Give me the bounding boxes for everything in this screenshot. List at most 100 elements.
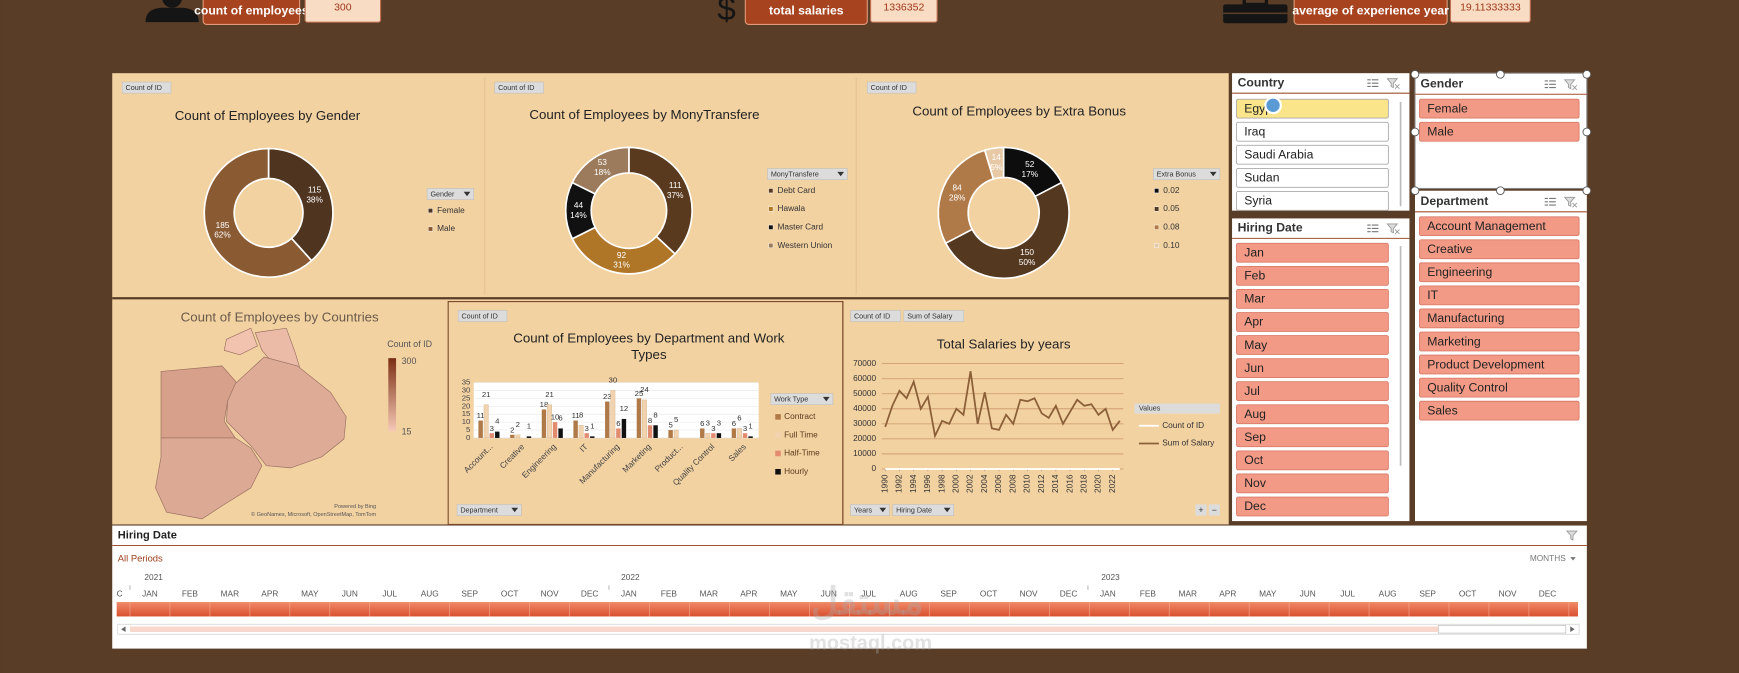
slicer-item[interactable] xyxy=(1418,121,1580,142)
field-button-label: Count of ID xyxy=(854,311,890,320)
slicer-item-label[interactable]: Sudan xyxy=(1244,171,1279,185)
slicer-item[interactable] xyxy=(1236,335,1389,355)
slicer-item-label[interactable]: Saudi Arabia xyxy=(1244,148,1313,162)
slicer-item[interactable] xyxy=(1418,377,1580,398)
map-region xyxy=(155,437,263,520)
slicer-item-label[interactable]: Marketing xyxy=(1427,334,1481,348)
slicer-item-label[interactable]: May xyxy=(1244,338,1268,352)
data-label: 25 xyxy=(635,389,644,398)
slicer-item[interactable] xyxy=(1236,450,1389,471)
watermark: مستقل xyxy=(811,580,924,622)
slicer-item[interactable] xyxy=(1418,262,1580,283)
slicer-item[interactable] xyxy=(1236,473,1389,494)
zoom-button[interactable] xyxy=(1195,504,1207,516)
slicer-item[interactable] xyxy=(1418,98,1580,119)
legend-label: Hawala xyxy=(777,203,805,213)
slicer-item-label[interactable]: Female xyxy=(1427,101,1468,115)
data-label: 21 xyxy=(482,390,491,399)
timeline-month: NOV xyxy=(541,588,559,598)
line xyxy=(884,371,1121,439)
slicer-item-label[interactable]: Product Development xyxy=(1427,357,1545,371)
bar-title-box: Count of Employees by Department and Wor… xyxy=(513,330,784,362)
zoom-button[interactable] xyxy=(1208,504,1220,516)
legend-marker xyxy=(1154,206,1160,212)
timeline-bar[interactable] xyxy=(116,602,1578,617)
slicer-item-label[interactable]: Manufacturing xyxy=(1427,311,1504,325)
scroll-thumb[interactable] xyxy=(1437,624,1567,634)
slicer-item-label[interactable]: Feb xyxy=(1244,269,1265,283)
slicer-item-label[interactable]: Jul xyxy=(1244,384,1260,398)
slicer-item-label[interactable]: Sep xyxy=(1244,430,1266,444)
slicer-item[interactable] xyxy=(1418,216,1580,237)
slicer-item-label[interactable]: Dec xyxy=(1244,499,1266,513)
slicer-item-label[interactable]: Jan xyxy=(1244,246,1264,260)
data-label: 44 xyxy=(574,200,584,210)
selection-handle xyxy=(1496,69,1505,79)
slicer-item-label[interactable]: Nov xyxy=(1244,476,1267,490)
field-button-label: Years xyxy=(854,505,873,514)
slicer-item-label[interactable]: Aug xyxy=(1244,407,1266,421)
slicer-item-label[interactable]: Male xyxy=(1427,124,1454,138)
slicer-item[interactable] xyxy=(1418,400,1580,421)
slicer-item[interactable] xyxy=(1236,242,1389,263)
y-tick-label: 25 xyxy=(462,393,471,402)
x-tick-label: 2004 xyxy=(979,474,989,493)
slicer-item-label[interactable]: Iraq xyxy=(1244,124,1265,138)
slicer-item[interactable] xyxy=(1236,191,1389,211)
slicer-item[interactable] xyxy=(1236,496,1389,517)
data-label: 1 xyxy=(527,421,531,430)
slicer-item-label[interactable]: Jun xyxy=(1244,361,1264,375)
x-tick-label: 2014 xyxy=(1050,474,1060,493)
slicer-item[interactable] xyxy=(1236,404,1389,425)
slicer-item[interactable] xyxy=(1236,167,1389,188)
timeline-month: JUN xyxy=(342,588,358,598)
chart-title: Count of Employees by Gender xyxy=(175,108,361,123)
data-label: 8 xyxy=(648,416,652,425)
slicer-item[interactable] xyxy=(1236,289,1389,309)
slicer-item[interactable] xyxy=(1418,285,1580,306)
donut-slice xyxy=(571,146,630,196)
slicer-item[interactable] xyxy=(1236,427,1389,448)
slicer-item-label[interactable]: Oct xyxy=(1244,453,1264,467)
kpi-icon xyxy=(145,0,199,23)
x-tick-label: 2018 xyxy=(1078,474,1088,493)
y-tick-label: 50000 xyxy=(853,388,876,398)
slicer-item[interactable] xyxy=(1236,144,1389,165)
slicer-item[interactable] xyxy=(1418,354,1580,375)
slicer-item-label[interactable]: Engineering xyxy=(1427,265,1492,279)
map-attribution: © GeoNames, Microsoft, OpenStreetMap, To… xyxy=(251,511,376,518)
slicer-item-label[interactable]: Mar xyxy=(1244,292,1265,306)
kpi-value-box xyxy=(870,0,938,23)
slicer-item[interactable] xyxy=(1236,265,1389,286)
x-tick-label: 2000 xyxy=(951,474,961,493)
timeline-month: AUG xyxy=(421,588,439,598)
slicer-item-label[interactable]: Creative xyxy=(1427,242,1473,256)
bar xyxy=(716,433,722,438)
dropdown-arrow xyxy=(837,171,844,177)
field-button xyxy=(767,168,848,180)
data-label: 30 xyxy=(609,376,618,385)
slicer-item[interactable] xyxy=(1418,308,1580,329)
legend-label: 0.08 xyxy=(1163,221,1180,231)
x-tick-label: 2020 xyxy=(1093,474,1103,493)
slicer-item-label[interactable]: Syria xyxy=(1244,194,1272,208)
slicer-item[interactable] xyxy=(1236,381,1389,402)
bar xyxy=(700,428,705,438)
slicer-item-label[interactable]: Sales xyxy=(1427,403,1458,417)
slicer-item[interactable] xyxy=(1236,121,1389,142)
slicer-item[interactable] xyxy=(1418,239,1580,260)
legend-marker xyxy=(768,224,774,230)
data-label: 28% xyxy=(949,193,966,203)
timeline-period: All Periods xyxy=(118,552,163,563)
dropdown-arrow xyxy=(879,507,887,513)
slicer-item[interactable] xyxy=(1236,358,1389,378)
data-label: 8 xyxy=(653,410,657,419)
data-label: 3 xyxy=(706,418,710,427)
slicer-item-label[interactable]: Account Management xyxy=(1427,219,1546,233)
slicer-item-label[interactable]: Apr xyxy=(1244,315,1263,329)
bar xyxy=(668,430,673,438)
slicer-item[interactable] xyxy=(1236,312,1389,332)
slicer-item-label[interactable]: Quality Control xyxy=(1427,380,1508,394)
slicer-item-label[interactable]: IT xyxy=(1427,288,1438,302)
slicer-item[interactable] xyxy=(1418,331,1580,352)
